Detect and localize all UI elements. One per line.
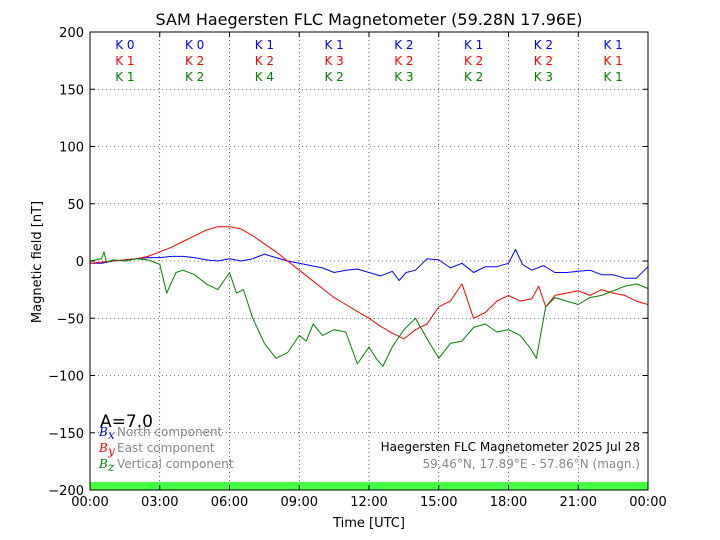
y-tick-label: 150 (59, 83, 84, 98)
series-layer (89, 226, 649, 367)
a-index-label: A=7.0 (100, 412, 153, 432)
k-index-east: K 2 (255, 54, 274, 68)
k-index-vertical: K 3 (394, 70, 413, 84)
k-index-east: K 2 (394, 54, 413, 68)
k-index-vertical: K 3 (534, 70, 553, 84)
axis-ticks: 00:00 03:00 06:00 09:00 12:00 15:00 18:00 21:00… (48, 26, 666, 510)
legend-subscript: y (107, 444, 115, 458)
series-line-north (90, 249, 649, 281)
x-tick-label: 18:00 (490, 495, 527, 510)
k-index-north: K 1 (255, 38, 274, 52)
k-index-east: K 1 (115, 54, 134, 68)
x-tick-label: 06:00 (211, 495, 248, 510)
y-tick-label: 0 (76, 255, 84, 270)
legend-symbol: B (98, 457, 108, 471)
y-tick-label: −150 (48, 427, 84, 442)
series-line-east (89, 226, 649, 340)
grid-lines (89, 31, 649, 491)
k-index-north: K 1 (324, 38, 343, 52)
k-index-east: K 3 (324, 54, 343, 68)
k-index-vertical: K 2 (324, 70, 343, 84)
x-tick-label: 09:00 (281, 495, 318, 510)
y-tick-label: −50 (57, 312, 84, 327)
station-name-label: Haegersten FLC Magnetometer 2025 Jul 28 (381, 440, 640, 454)
k-index-east: K 2 (185, 54, 204, 68)
x-tick-label: 12:00 (350, 495, 387, 510)
k-index-vertical: K 1 (603, 70, 622, 84)
legend-symbol: B (98, 441, 108, 455)
k-index-vertical: K 2 (185, 70, 204, 84)
legend-subscript: z (107, 460, 115, 474)
k-index-east: K 1 (603, 54, 622, 68)
k-index-east: K 2 (534, 54, 553, 68)
k-index-vertical: K 2 (464, 70, 483, 84)
y-tick-label: 100 (59, 141, 84, 156)
k-index-north: K 0 (185, 38, 204, 52)
y-tick-label: 50 (67, 198, 84, 213)
k-index-north: K 2 (534, 38, 553, 52)
chart-title: SAM Haegersten FLC Magnetometer (59.28N … (156, 10, 583, 29)
y-tick-label: −100 (48, 370, 84, 385)
x-tick-label: 21:00 (560, 495, 597, 510)
series-line-vertical (89, 251, 649, 367)
k-index-north: K 1 (603, 38, 622, 52)
k-index-north: K 0 (115, 38, 134, 52)
y-tick-label: 200 (59, 26, 84, 41)
y-tick-label: −200 (48, 484, 84, 499)
x-tick-label: 15:00 (420, 495, 457, 510)
y-axis-label: Magnetic field [nT] (30, 201, 45, 323)
legend-label: North component (117, 425, 223, 439)
x-tick-label: 00:00 (71, 495, 108, 510)
k-index-labels: K 0 K 0 K 1 K 1 K 2 K 1 K 2 K 1 K 1 K 2 K 2 K 3 K 2 K… (115, 38, 623, 84)
k-index-east: K 2 (464, 54, 483, 68)
station-coordinates-label: 59.46°N, 17.89°E - 57.86°N (magn.) (423, 457, 640, 471)
legend-label: Vertical component (117, 457, 234, 471)
k-index-vertical: K 1 (115, 70, 134, 84)
k-index-north: K 2 (394, 38, 413, 52)
k-index-north: K 1 (464, 38, 483, 52)
x-tick-label: 03:00 (141, 495, 178, 510)
legend-subscript: x (108, 428, 115, 442)
legend-label: East component (117, 441, 215, 455)
x-tick-label: 00:00 (629, 495, 666, 510)
x-axis-label: Time [UTC] (332, 516, 405, 531)
k-index-vertical: K 4 (255, 70, 274, 84)
legend-symbol: B (98, 425, 108, 439)
